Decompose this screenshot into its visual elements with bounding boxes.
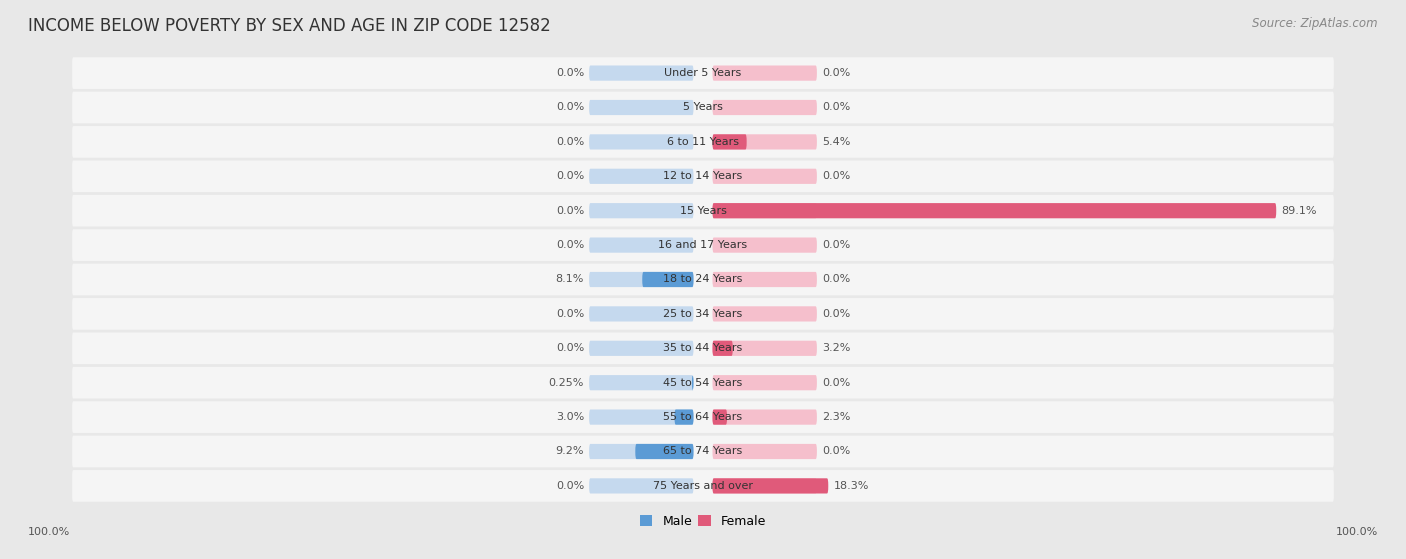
- FancyBboxPatch shape: [713, 410, 817, 425]
- FancyBboxPatch shape: [713, 203, 1277, 219]
- FancyBboxPatch shape: [589, 203, 693, 219]
- Text: 35 to 44 Years: 35 to 44 Years: [664, 343, 742, 353]
- FancyBboxPatch shape: [713, 134, 747, 149]
- Text: 6 to 11 Years: 6 to 11 Years: [666, 137, 740, 147]
- FancyBboxPatch shape: [589, 238, 693, 253]
- Text: 55 to 64 Years: 55 to 64 Years: [664, 412, 742, 422]
- FancyBboxPatch shape: [72, 264, 1334, 295]
- Text: 0.0%: 0.0%: [823, 240, 851, 250]
- FancyBboxPatch shape: [713, 340, 733, 356]
- Text: 25 to 34 Years: 25 to 34 Years: [664, 309, 742, 319]
- FancyBboxPatch shape: [589, 340, 693, 356]
- Text: 100.0%: 100.0%: [1336, 527, 1378, 537]
- Text: 5 Years: 5 Years: [683, 102, 723, 112]
- Legend: Male, Female: Male, Female: [636, 510, 770, 533]
- Text: 0.0%: 0.0%: [555, 481, 583, 491]
- Text: 2.3%: 2.3%: [823, 412, 851, 422]
- Text: 0.0%: 0.0%: [555, 309, 583, 319]
- Text: 15 Years: 15 Years: [679, 206, 727, 216]
- FancyBboxPatch shape: [675, 410, 693, 425]
- Text: 0.0%: 0.0%: [823, 447, 851, 457]
- FancyBboxPatch shape: [589, 410, 693, 425]
- Text: 75 Years and over: 75 Years and over: [652, 481, 754, 491]
- Text: 100.0%: 100.0%: [28, 527, 70, 537]
- FancyBboxPatch shape: [72, 401, 1334, 433]
- Text: 0.0%: 0.0%: [823, 274, 851, 285]
- FancyBboxPatch shape: [713, 479, 817, 494]
- Text: 3.2%: 3.2%: [823, 343, 851, 353]
- Text: 8.1%: 8.1%: [555, 274, 583, 285]
- FancyBboxPatch shape: [692, 375, 693, 390]
- FancyBboxPatch shape: [72, 333, 1334, 364]
- FancyBboxPatch shape: [589, 444, 693, 459]
- Text: 0.0%: 0.0%: [823, 309, 851, 319]
- Text: 0.0%: 0.0%: [555, 206, 583, 216]
- FancyBboxPatch shape: [643, 272, 693, 287]
- FancyBboxPatch shape: [713, 410, 727, 425]
- Text: 0.0%: 0.0%: [823, 102, 851, 112]
- FancyBboxPatch shape: [589, 375, 693, 390]
- Text: 3.0%: 3.0%: [555, 412, 583, 422]
- Text: 0.0%: 0.0%: [555, 68, 583, 78]
- FancyBboxPatch shape: [72, 298, 1334, 330]
- FancyBboxPatch shape: [72, 57, 1334, 89]
- Text: 12 to 14 Years: 12 to 14 Years: [664, 171, 742, 181]
- FancyBboxPatch shape: [713, 100, 817, 115]
- FancyBboxPatch shape: [713, 134, 817, 149]
- Text: 18 to 24 Years: 18 to 24 Years: [664, 274, 742, 285]
- FancyBboxPatch shape: [72, 435, 1334, 467]
- FancyBboxPatch shape: [72, 126, 1334, 158]
- FancyBboxPatch shape: [589, 169, 693, 184]
- Text: 5.4%: 5.4%: [823, 137, 851, 147]
- Text: 0.0%: 0.0%: [823, 378, 851, 388]
- FancyBboxPatch shape: [713, 375, 817, 390]
- FancyBboxPatch shape: [589, 134, 693, 149]
- Text: 65 to 74 Years: 65 to 74 Years: [664, 447, 742, 457]
- FancyBboxPatch shape: [72, 92, 1334, 124]
- FancyBboxPatch shape: [589, 65, 693, 80]
- FancyBboxPatch shape: [72, 229, 1334, 261]
- Text: 18.3%: 18.3%: [834, 481, 869, 491]
- FancyBboxPatch shape: [72, 195, 1334, 226]
- FancyBboxPatch shape: [713, 340, 817, 356]
- FancyBboxPatch shape: [713, 65, 817, 80]
- FancyBboxPatch shape: [589, 272, 693, 287]
- Text: 0.0%: 0.0%: [555, 137, 583, 147]
- FancyBboxPatch shape: [72, 470, 1334, 502]
- FancyBboxPatch shape: [589, 479, 693, 494]
- Text: 0.0%: 0.0%: [823, 171, 851, 181]
- FancyBboxPatch shape: [713, 238, 817, 253]
- FancyBboxPatch shape: [72, 160, 1334, 192]
- Text: Under 5 Years: Under 5 Years: [665, 68, 741, 78]
- FancyBboxPatch shape: [713, 444, 817, 459]
- Text: 9.2%: 9.2%: [555, 447, 583, 457]
- Text: 0.0%: 0.0%: [555, 171, 583, 181]
- Text: INCOME BELOW POVERTY BY SEX AND AGE IN ZIP CODE 12582: INCOME BELOW POVERTY BY SEX AND AGE IN Z…: [28, 17, 551, 35]
- Text: 45 to 54 Years: 45 to 54 Years: [664, 378, 742, 388]
- FancyBboxPatch shape: [636, 444, 693, 459]
- Text: 89.1%: 89.1%: [1281, 206, 1317, 216]
- FancyBboxPatch shape: [713, 272, 817, 287]
- FancyBboxPatch shape: [713, 203, 817, 219]
- FancyBboxPatch shape: [713, 169, 817, 184]
- FancyBboxPatch shape: [589, 306, 693, 321]
- Text: 0.25%: 0.25%: [548, 378, 583, 388]
- FancyBboxPatch shape: [589, 100, 693, 115]
- Text: 16 and 17 Years: 16 and 17 Years: [658, 240, 748, 250]
- Text: 0.0%: 0.0%: [823, 68, 851, 78]
- FancyBboxPatch shape: [72, 367, 1334, 399]
- FancyBboxPatch shape: [713, 479, 828, 494]
- Text: 0.0%: 0.0%: [555, 240, 583, 250]
- Text: 0.0%: 0.0%: [555, 343, 583, 353]
- Text: 0.0%: 0.0%: [555, 102, 583, 112]
- FancyBboxPatch shape: [713, 306, 817, 321]
- Text: Source: ZipAtlas.com: Source: ZipAtlas.com: [1253, 17, 1378, 30]
